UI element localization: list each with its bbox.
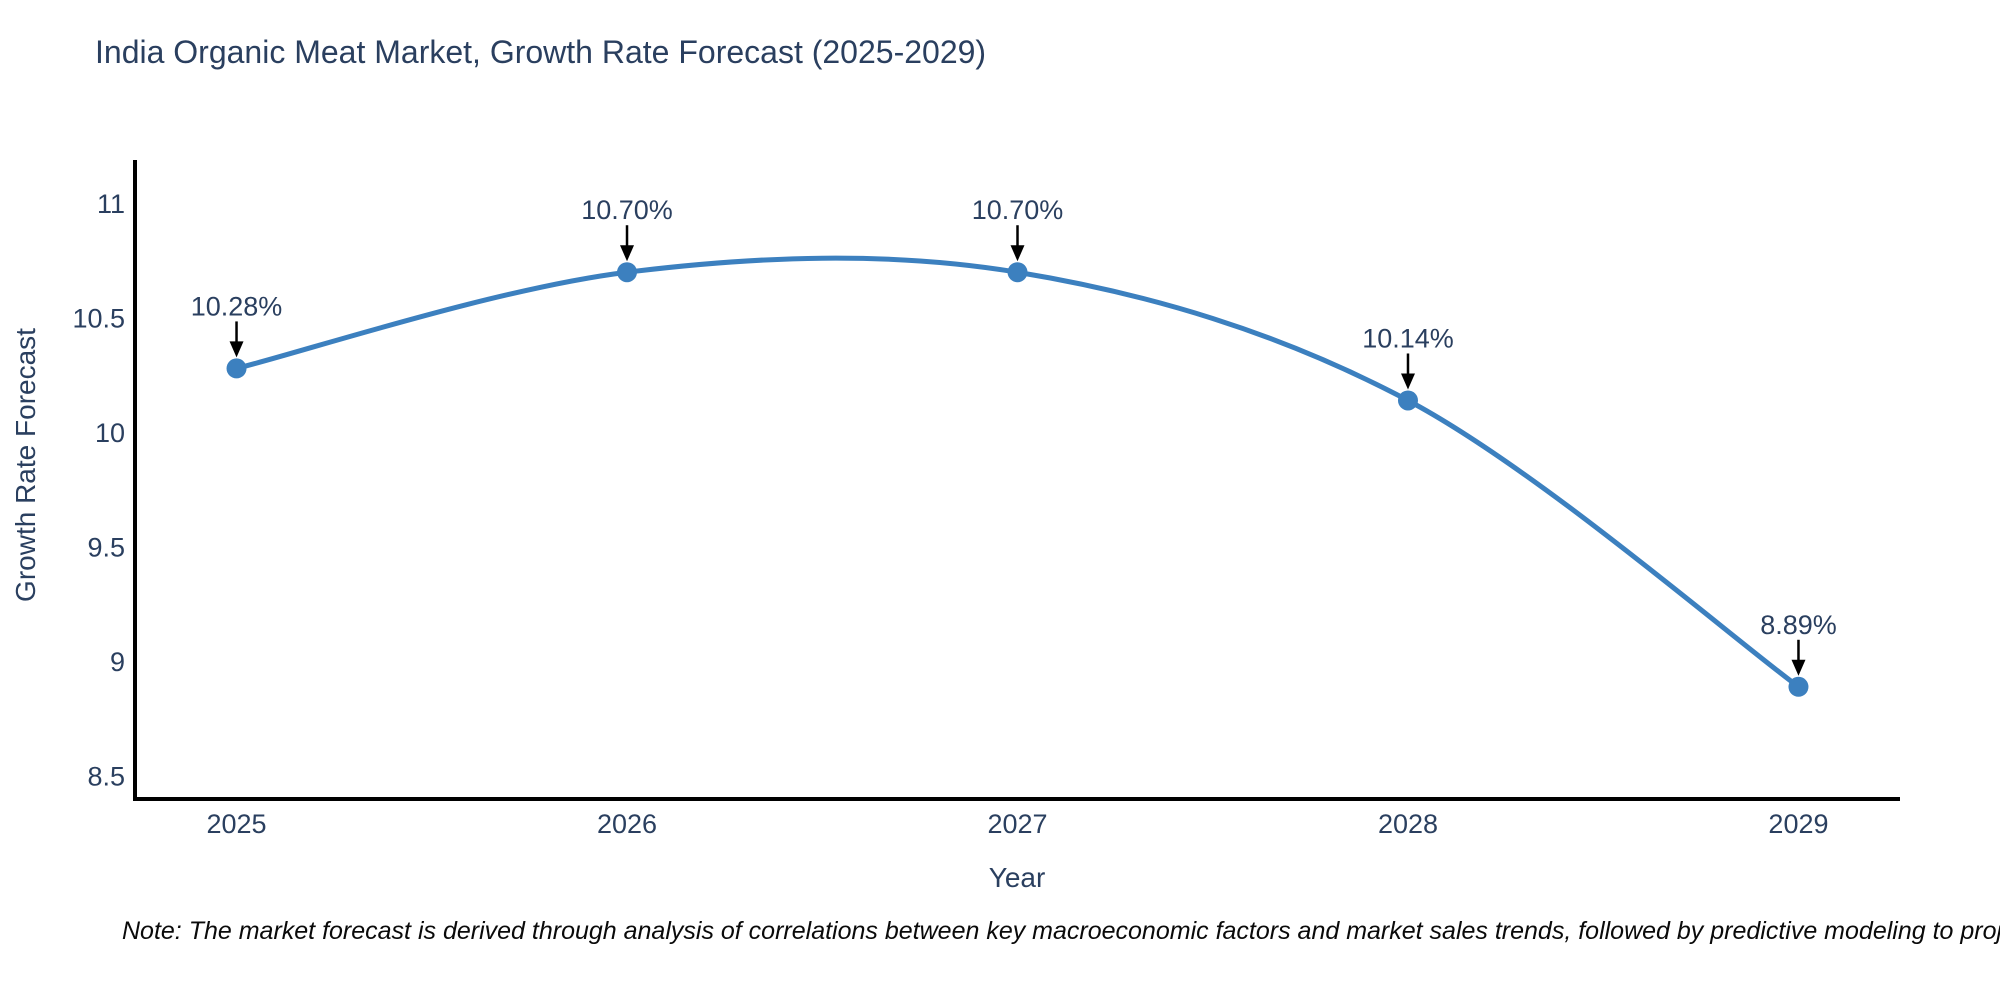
y-tick-label: 9 xyxy=(110,647,125,677)
data-point-2027[interactable] xyxy=(1007,262,1028,283)
y-tick-label: 9.5 xyxy=(87,533,125,563)
data-point-2026[interactable] xyxy=(617,262,638,283)
data-point-2025[interactable] xyxy=(226,358,247,379)
annotation-arrowhead-icon xyxy=(1400,373,1415,390)
annotation-arrowhead-icon xyxy=(229,341,244,358)
data-point-2028[interactable] xyxy=(1397,390,1418,411)
x-tick-label: 2026 xyxy=(597,809,657,839)
y-tick-label: 11 xyxy=(97,189,125,219)
data-point-2029[interactable] xyxy=(1788,676,1809,697)
annotation-arrowhead-icon xyxy=(1010,245,1025,262)
x-tick-label: 2028 xyxy=(1378,809,1438,839)
point-label: 10.14% xyxy=(1362,323,1454,353)
footnote: Note: The market forecast is derived thr… xyxy=(122,917,2000,945)
point-label: 10.70% xyxy=(581,195,673,225)
x-tick-label: 2029 xyxy=(1768,809,1828,839)
y-tick-label: 8.5 xyxy=(87,762,125,792)
annotation-arrowhead-icon xyxy=(620,245,635,262)
chart-title: India Organic Meat Market, Growth Rate F… xyxy=(95,34,987,70)
x-tick-label: 2027 xyxy=(987,809,1047,839)
point-label: 8.89% xyxy=(1760,610,1837,640)
x-axis-title: Year xyxy=(988,862,1046,893)
point-label: 10.28% xyxy=(191,291,283,321)
annotation-arrowhead-icon xyxy=(1791,659,1806,676)
y-tick-label: 10.5 xyxy=(72,304,125,334)
point-label: 10.70% xyxy=(972,195,1064,225)
x-tick-label: 2025 xyxy=(206,809,266,839)
y-tick-label: 10 xyxy=(95,418,125,448)
forecast-line xyxy=(234,255,1801,690)
